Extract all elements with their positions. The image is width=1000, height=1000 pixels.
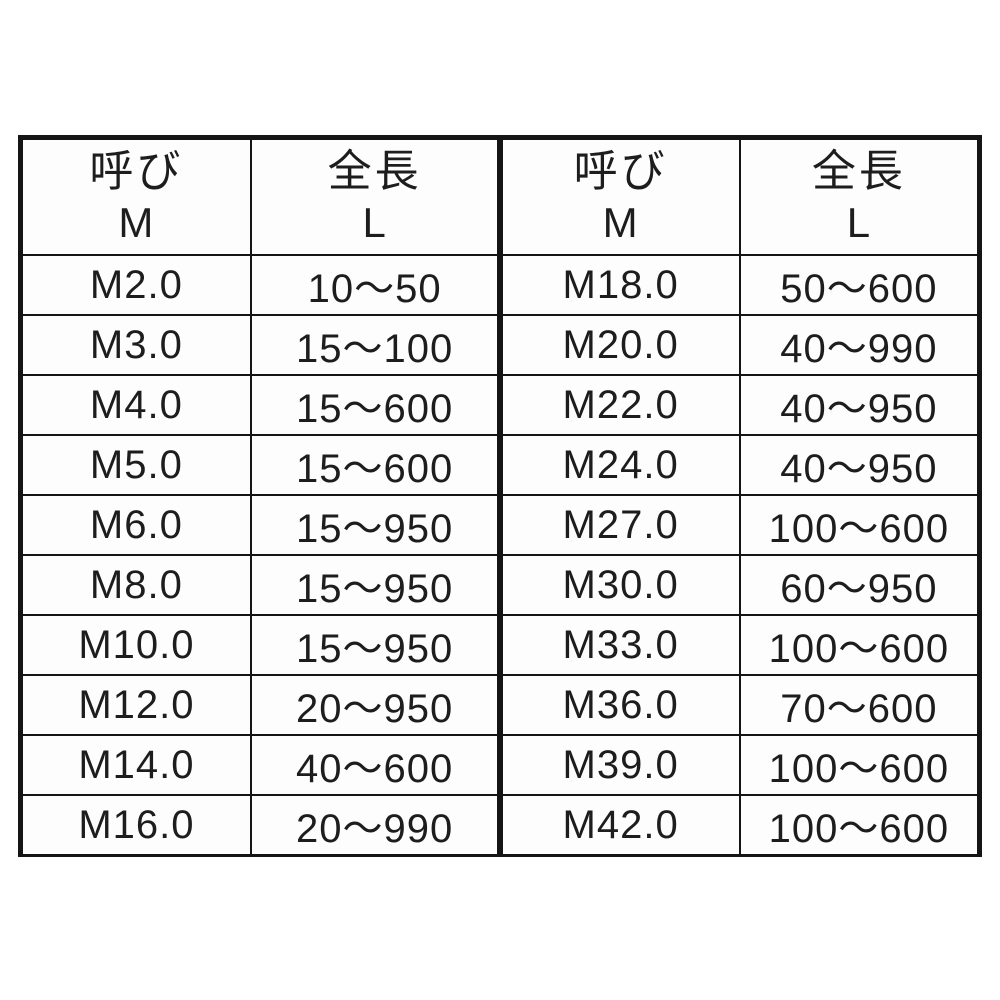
- cell-m: M14.0: [23, 736, 250, 794]
- cell-length: 20〜950: [251, 676, 498, 734]
- header-length-letter: L: [362, 199, 387, 247]
- cell-length: 100〜600: [740, 616, 977, 674]
- cell-length: 15〜950: [251, 496, 498, 554]
- cell-m: M27.0: [502, 496, 739, 554]
- header-length-kanji: 全長: [327, 146, 422, 196]
- cell-length: 20〜990: [251, 796, 498, 854]
- column-header-name-right: 呼び M: [502, 140, 739, 254]
- header-length-letter: L: [846, 199, 872, 247]
- cell-length: 60〜950: [740, 556, 977, 614]
- cell-length: 40〜950: [740, 376, 977, 434]
- cell-length: 100〜600: [740, 736, 977, 794]
- header-name-kanji: 呼び: [89, 146, 184, 196]
- cell-m: M42.0: [502, 796, 739, 854]
- header-name-letter: M: [118, 199, 155, 247]
- cell-m: M24.0: [502, 436, 739, 494]
- cell-length: 100〜600: [740, 496, 977, 554]
- cell-m: M18.0: [502, 256, 739, 314]
- cell-m: M20.0: [502, 316, 739, 374]
- cell-length: 40〜600: [251, 736, 498, 794]
- cell-length: 15〜950: [251, 556, 498, 614]
- cell-m: M10.0: [23, 616, 250, 674]
- cell-m: M16.0: [23, 796, 250, 854]
- cell-length: 40〜990: [740, 316, 977, 374]
- cell-length: 15〜100: [251, 316, 498, 374]
- cell-length: 10〜50: [251, 256, 498, 314]
- cell-length: 50〜600: [740, 256, 977, 314]
- cell-length: 15〜600: [251, 436, 498, 494]
- cell-m: M30.0: [502, 556, 739, 614]
- cell-m: M36.0: [502, 676, 739, 734]
- header-name-letter: M: [602, 199, 639, 247]
- cell-m: M12.0: [23, 676, 250, 734]
- cell-m: M8.0: [23, 556, 250, 614]
- spec-table: 呼び M 全長 L M2.0 10〜50 M3.0 15〜100 M4.0 15…: [18, 135, 982, 857]
- header-name-kanji: 呼び: [573, 146, 668, 196]
- cell-m: M22.0: [502, 376, 739, 434]
- table-left-half: 呼び M 全長 L M2.0 10〜50 M3.0 15〜100 M4.0 15…: [23, 140, 498, 854]
- cell-length: 100〜600: [740, 796, 977, 854]
- cell-m: M39.0: [502, 736, 739, 794]
- cell-length: 40〜950: [740, 436, 977, 494]
- column-header-length-right: 全長 L: [740, 140, 977, 254]
- cell-m: M33.0: [502, 616, 739, 674]
- table-right-half: 呼び M 全長 L M18.0 50〜600 M20.0 40〜990 M22.…: [502, 140, 977, 854]
- cell-m: M6.0: [23, 496, 250, 554]
- cell-m: M4.0: [23, 376, 250, 434]
- column-header-name-left: 呼び M: [23, 140, 250, 254]
- cell-length: 15〜950: [251, 616, 498, 674]
- cell-m: M3.0: [23, 316, 250, 374]
- cell-m: M5.0: [23, 436, 250, 494]
- column-header-length-left: 全長 L: [251, 140, 498, 254]
- cell-m: M2.0: [23, 256, 250, 314]
- header-length-kanji: 全長: [811, 146, 906, 196]
- cell-length: 70〜600: [740, 676, 977, 734]
- cell-length: 15〜600: [251, 376, 498, 434]
